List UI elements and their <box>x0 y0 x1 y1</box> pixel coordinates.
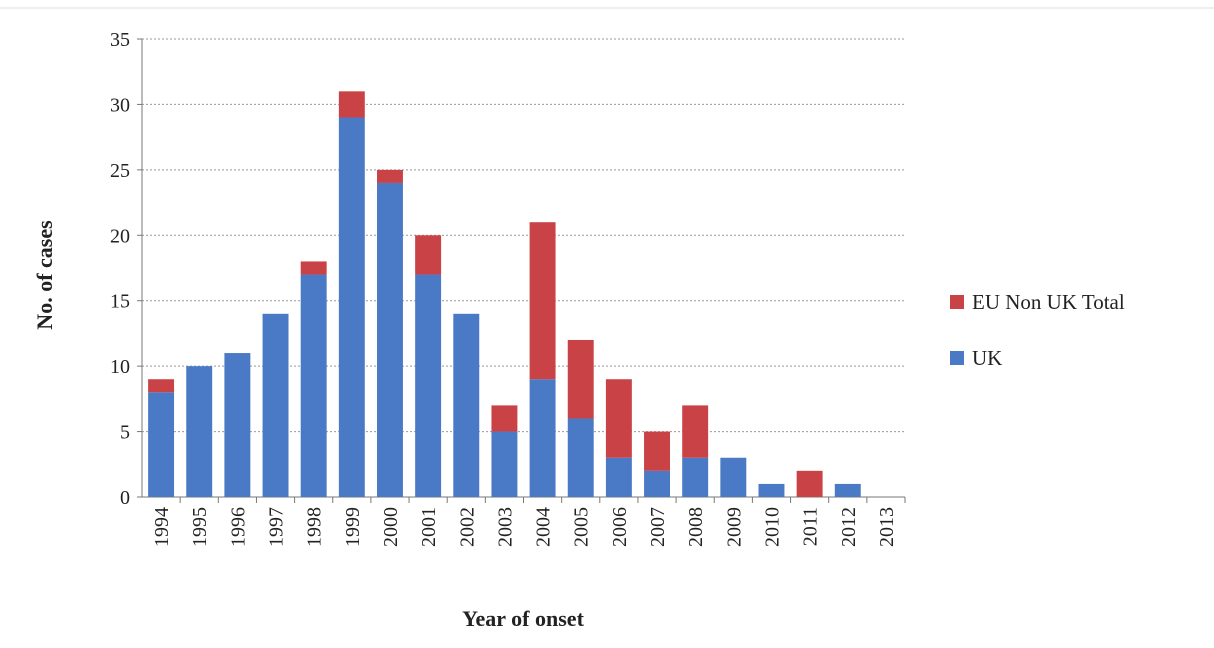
bar-segment <box>605 379 632 458</box>
bar-segment <box>300 261 327 275</box>
y-tick-label: 30 <box>110 94 130 116</box>
bar-segment <box>491 431 518 497</box>
legend-label: EU Non UK Total <box>972 290 1125 314</box>
bar-segment <box>338 91 365 118</box>
bar-segment <box>644 470 670 497</box>
x-tick-label: 2012 <box>838 507 860 547</box>
bar-segment <box>682 457 709 497</box>
bar-segment <box>529 379 556 497</box>
bar-segment <box>415 274 442 497</box>
x-tick-label: 2001 <box>418 507 440 547</box>
y-tick-label: 5 <box>120 422 130 444</box>
bar-segment <box>186 366 213 497</box>
x-tick-label: 1994 <box>151 507 173 547</box>
bar-segment <box>644 431 670 471</box>
bar-segment <box>148 379 175 393</box>
bar-segment <box>224 353 251 497</box>
bar-segment <box>300 274 327 497</box>
x-axis-title: Year of onset <box>462 606 584 631</box>
x-tick-label: 2009 <box>723 507 745 547</box>
x-tick-label: 1998 <box>304 507 326 547</box>
bar-segment <box>796 470 823 497</box>
x-tick-label: 2005 <box>571 507 593 547</box>
bar-segment <box>605 457 632 497</box>
x-tick-label: 2010 <box>761 507 783 547</box>
x-tick-label: 2013 <box>876 507 898 547</box>
x-tick-label: 2002 <box>456 507 478 547</box>
bar-segment <box>148 392 175 497</box>
x-tick-label: 1996 <box>227 507 249 547</box>
x-tick-label: 2000 <box>380 507 402 547</box>
x-tick-label: 2011 <box>800 507 822 546</box>
bar-segment <box>415 235 442 275</box>
x-tick-label: 1999 <box>342 507 364 547</box>
legend-label: UK <box>972 346 1002 370</box>
y-axis-title: No. of cases <box>32 220 57 330</box>
bar-segment <box>338 117 365 497</box>
x-tick-label: 1995 <box>189 507 211 547</box>
bar-segment <box>567 339 594 419</box>
x-tick-label: 2007 <box>647 507 669 547</box>
legend-swatch <box>950 351 964 365</box>
y-tick-label: 25 <box>110 160 130 182</box>
x-tick-label: 2006 <box>609 507 631 547</box>
x-tick-label: 1997 <box>266 507 288 547</box>
x-tick-label: 2008 <box>685 507 707 547</box>
y-tick-label: 10 <box>110 356 130 378</box>
bar-segment <box>262 313 289 497</box>
x-tick-label: 2003 <box>494 507 516 547</box>
bar-segment <box>377 182 403 497</box>
y-tick-label: 20 <box>110 225 130 247</box>
bar-segment <box>758 483 785 497</box>
bar-segment <box>567 418 594 497</box>
legend-swatch <box>950 295 964 309</box>
y-tick-label: 35 <box>110 29 130 51</box>
y-tick-label: 15 <box>110 291 130 313</box>
bar-segment <box>720 457 747 497</box>
bar-segment <box>834 483 861 497</box>
bar-segment <box>377 169 403 183</box>
y-tick-label: 0 <box>120 487 130 509</box>
bar-segment <box>491 405 518 432</box>
bar-segment <box>682 405 709 458</box>
bar-segment <box>529 222 556 380</box>
x-tick-label: 2004 <box>533 507 555 547</box>
bar-segment <box>453 313 480 497</box>
